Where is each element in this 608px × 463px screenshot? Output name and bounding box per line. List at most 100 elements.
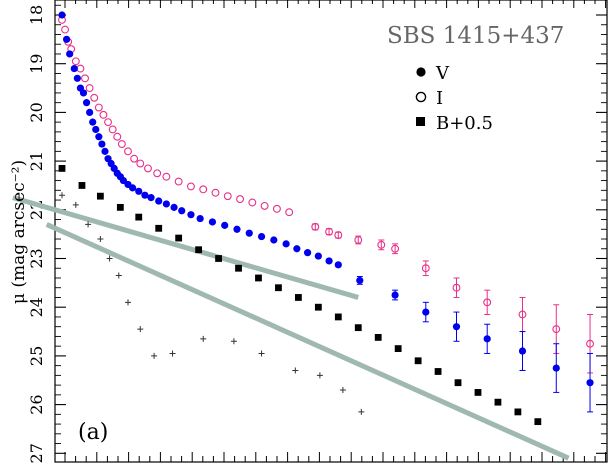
b-point	[215, 255, 222, 262]
i-point	[94, 103, 103, 112]
v-point	[86, 108, 94, 116]
b-point	[58, 165, 66, 172]
i-point	[81, 74, 89, 83]
v-point	[552, 364, 560, 372]
cross-point	[292, 367, 299, 374]
cross-point	[316, 372, 323, 379]
b-point	[374, 333, 382, 341]
panel-label: (a)	[78, 420, 108, 445]
cross-point	[115, 272, 122, 279]
cross-point	[59, 192, 65, 199]
fit-lines	[12, 195, 570, 461]
v-point	[58, 11, 66, 19]
b-point	[195, 246, 203, 254]
i-point	[552, 325, 561, 334]
i-point	[71, 57, 80, 66]
b-point	[434, 368, 442, 375]
i-point	[90, 93, 99, 102]
b-point	[155, 224, 163, 232]
i-point	[153, 169, 162, 178]
b-point	[96, 192, 104, 200]
v-point	[245, 229, 253, 237]
b-point	[334, 313, 342, 321]
b-point	[175, 234, 183, 242]
v-point	[187, 211, 195, 219]
i-point	[354, 236, 363, 244]
i-point	[117, 140, 126, 149]
v-point	[73, 74, 81, 82]
v-point	[282, 240, 290, 248]
i-point	[61, 25, 70, 34]
cross-point	[258, 350, 265, 357]
chart-title: SBS 1415+437	[387, 23, 564, 49]
data-points	[58, 11, 594, 426]
i-point	[260, 201, 269, 210]
plot-frame	[54, 0, 608, 463]
b-point	[534, 418, 542, 426]
i-point	[586, 339, 594, 348]
legend-i-marker	[415, 91, 427, 103]
v-point	[82, 99, 91, 107]
b-point	[135, 213, 143, 221]
b-point	[514, 408, 522, 416]
cross-point	[97, 236, 104, 243]
v-point	[314, 252, 322, 260]
v-point	[147, 194, 155, 202]
i-point	[124, 147, 132, 156]
y-tick-label: 18	[27, 5, 46, 25]
b-point	[78, 182, 86, 189]
i-point	[99, 110, 108, 119]
v-point	[92, 125, 100, 134]
b-point	[255, 274, 262, 282]
i-point	[483, 298, 492, 307]
b-point	[235, 264, 242, 272]
v-point	[257, 232, 266, 241]
fit-line	[45, 222, 570, 461]
i-point	[518, 310, 527, 319]
i-point	[285, 208, 294, 217]
i-point	[325, 227, 334, 236]
i-point	[236, 195, 245, 204]
v-point	[63, 35, 71, 43]
cross-point	[125, 299, 132, 306]
i-point	[248, 198, 257, 207]
b-point	[314, 303, 322, 311]
y-tick-label: 25	[27, 346, 46, 366]
i-point	[311, 222, 320, 231]
v-point	[586, 379, 594, 387]
x-axis-ticks	[64, 0, 607, 462]
y-tick-label: 27	[27, 443, 46, 463]
cross-point	[200, 335, 207, 342]
i-point	[223, 192, 232, 201]
legend-b-label: B+0.5	[436, 113, 493, 134]
v-point	[129, 184, 137, 192]
cross-point	[85, 221, 92, 228]
y-tick-label: 26	[27, 394, 46, 414]
i-point	[186, 182, 195, 191]
fit-line	[12, 195, 359, 300]
i-point	[162, 172, 171, 181]
cross-point	[137, 326, 144, 333]
v-point	[325, 257, 333, 265]
i-point	[130, 154, 139, 163]
y-tick-label: 23	[27, 248, 46, 268]
b-point	[414, 357, 422, 365]
b-point	[394, 345, 402, 352]
v-point	[293, 245, 301, 253]
cross-point	[230, 338, 237, 345]
i-point	[136, 159, 145, 168]
v-point	[391, 291, 399, 299]
cross-point	[339, 386, 346, 393]
v-point	[95, 133, 103, 141]
v-point	[221, 221, 229, 229]
b-point	[275, 284, 282, 292]
cross-point	[169, 350, 176, 357]
legend-v-marker	[416, 67, 426, 77]
i-point	[199, 185, 208, 194]
cross-point	[72, 201, 79, 208]
b-point	[474, 389, 482, 396]
i-point	[113, 132, 122, 141]
b-point	[116, 203, 124, 211]
legend-v-label: V	[435, 63, 450, 84]
